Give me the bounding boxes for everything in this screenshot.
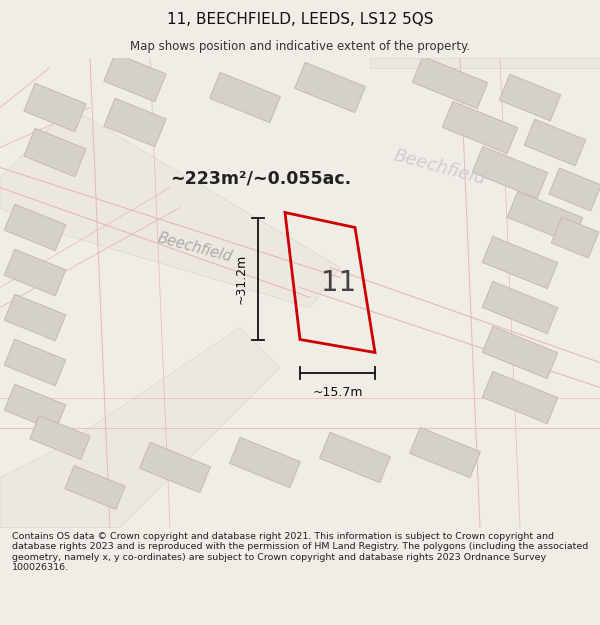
Polygon shape <box>295 62 365 112</box>
Polygon shape <box>0 328 280 528</box>
Polygon shape <box>508 191 583 244</box>
Polygon shape <box>320 432 391 482</box>
Polygon shape <box>104 98 166 147</box>
Polygon shape <box>24 83 86 132</box>
Polygon shape <box>4 204 66 251</box>
Text: Contains OS data © Crown copyright and database right 2021. This information is : Contains OS data © Crown copyright and d… <box>12 532 588 572</box>
Polygon shape <box>482 326 557 379</box>
Text: ~15.7m: ~15.7m <box>312 386 363 399</box>
Polygon shape <box>209 72 280 122</box>
Polygon shape <box>0 107 340 308</box>
Polygon shape <box>549 168 600 211</box>
Text: Beechfield: Beechfield <box>392 146 488 189</box>
Polygon shape <box>104 53 166 102</box>
Polygon shape <box>442 101 518 154</box>
Text: 11: 11 <box>321 269 356 297</box>
Polygon shape <box>472 146 548 199</box>
Polygon shape <box>24 128 86 177</box>
Polygon shape <box>4 384 66 431</box>
Polygon shape <box>482 236 557 289</box>
Polygon shape <box>65 466 125 509</box>
Polygon shape <box>30 416 90 459</box>
Polygon shape <box>410 428 481 478</box>
Polygon shape <box>4 339 66 386</box>
Polygon shape <box>412 56 488 109</box>
Text: Map shows position and indicative extent of the property.: Map shows position and indicative extent… <box>130 39 470 52</box>
Polygon shape <box>230 438 301 488</box>
Polygon shape <box>4 294 66 341</box>
Polygon shape <box>370 58 600 68</box>
Text: Beechfield: Beechfield <box>156 230 234 265</box>
Polygon shape <box>499 74 561 121</box>
Polygon shape <box>524 119 586 166</box>
Text: ~223m²/~0.055ac.: ~223m²/~0.055ac. <box>170 169 351 187</box>
Polygon shape <box>551 217 599 258</box>
Polygon shape <box>482 281 557 334</box>
Text: 11, BEECHFIELD, LEEDS, LS12 5QS: 11, BEECHFIELD, LEEDS, LS12 5QS <box>167 12 433 27</box>
Polygon shape <box>4 249 66 296</box>
Text: ~31.2m: ~31.2m <box>235 253 248 304</box>
Polygon shape <box>482 371 557 424</box>
Polygon shape <box>140 442 211 493</box>
